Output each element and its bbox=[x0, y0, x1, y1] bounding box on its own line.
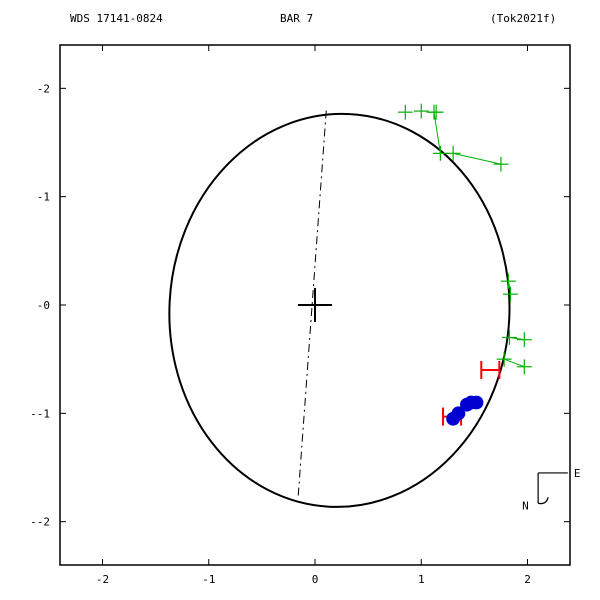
compass-n-arrow bbox=[538, 497, 548, 503]
y-tick-label: --1 bbox=[30, 407, 50, 420]
y-tick-label: -2 bbox=[37, 82, 50, 95]
orbit-ellipse bbox=[159, 105, 519, 515]
y-tick-label: --2 bbox=[30, 516, 50, 529]
y-tick-label: -1 bbox=[37, 191, 50, 204]
x-tick-label: -2 bbox=[96, 573, 109, 586]
orbit-plot-container: WDS 17141-0824 BAR 7 (Tok2021f) -2 -1 0 1 2 -2 -1… bbox=[0, 0, 600, 600]
oc-line bbox=[453, 153, 501, 164]
blue-dot-marker bbox=[452, 406, 466, 420]
y-tick-label: -0 bbox=[37, 299, 50, 312]
x-tick-label: -1 bbox=[202, 573, 215, 586]
x-tick-label: 0 bbox=[312, 573, 319, 586]
oc-line bbox=[504, 359, 524, 367]
compass-e-label: E bbox=[574, 467, 581, 480]
header-center: BAR 7 bbox=[280, 12, 313, 25]
blue-dot-marker bbox=[470, 396, 484, 410]
x-tick-label: 1 bbox=[418, 573, 425, 586]
x-tick-label: 2 bbox=[524, 573, 531, 586]
orbit-plot: WDS 17141-0824 BAR 7 (Tok2021f) -2 -1 0 1 2 -2 -1… bbox=[0, 0, 600, 600]
header-left: WDS 17141-0824 bbox=[70, 12, 163, 25]
compass-n-label: N bbox=[522, 499, 529, 512]
header-right: (Tok2021f) bbox=[490, 12, 556, 25]
